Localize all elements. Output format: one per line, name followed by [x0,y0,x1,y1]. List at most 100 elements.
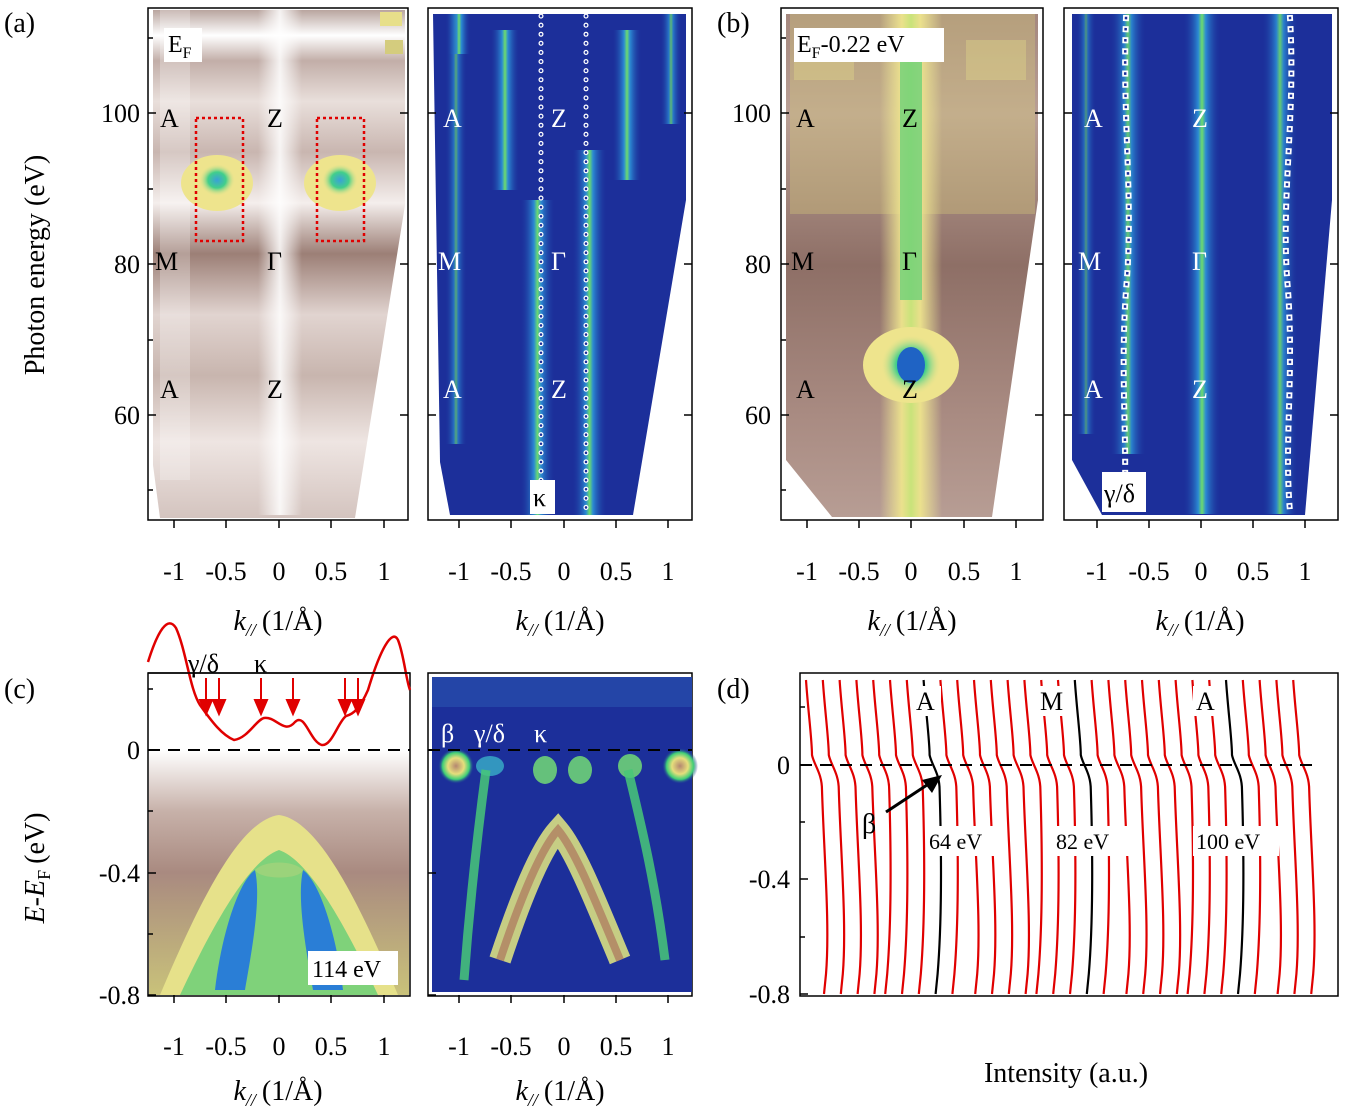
svg-text:0: 0 [905,557,918,586]
svg-text:80: 80 [745,250,771,279]
photon-energy-ticks-b: 100 80 60 [732,99,771,430]
edc-curve [989,679,1014,995]
svg-text:0.5: 0.5 [315,1032,348,1061]
panel-label-a: (a) [4,8,35,39]
k-axis-title-a-right: k//(1/Å) [515,606,604,640]
svg-text:Z: Z [551,375,567,404]
svg-text:80: 80 [114,250,140,279]
svg-text:-0.5: -0.5 [205,557,246,586]
svg-text:0: 0 [273,1032,286,1061]
svg-text:A: A [443,375,462,404]
svg-text:M: M [1078,247,1101,276]
svg-text:A: A [1084,375,1103,404]
k-ticks-a-right: -1 -0.5 0 0.5 1 [448,557,674,586]
svg-text:A: A [796,375,815,404]
panel-label-b: (b) [717,8,750,39]
svg-text:100: 100 [101,99,140,128]
guide-dots-kappa [538,13,589,515]
mdc-arrows [198,678,366,717]
svg-text:0.5: 0.5 [600,1032,633,1061]
energy-label-82ev: 82 eV [1056,829,1109,854]
photon-energy-ticks-a: 100 80 60 [101,99,140,430]
edc-curve [888,679,909,995]
k-ticks-b-right: -1 -0.5 0 0.5 1 [1086,557,1311,586]
svg-text:0: 0 [777,751,790,780]
k-axis-title-c-left: k//(1/Å) [233,1076,322,1109]
ef-022-label: EF-0.22 eV [797,32,905,62]
photon-114ev-label: 114 eV [312,957,382,983]
svg-text:Z: Z [902,375,918,404]
label-Z-top: Z [267,104,283,133]
point-label-A-100: A [1196,687,1215,716]
kappa-label: κ [533,483,546,512]
energy-axis-title: E-EF(eV) [20,813,54,925]
svg-text:-1: -1 [1086,557,1108,586]
band-label-kappa: κ [534,719,547,748]
edc-curve [1056,679,1077,995]
edc-curve [1140,679,1165,995]
edc-curve [1090,679,1111,995]
mdc-label-kappa: κ [254,649,267,678]
intensity-axis-title: Intensity (a.u.) [984,1058,1148,1089]
svg-text:-0.5: -0.5 [490,1032,531,1061]
k-axis-title-b-left: k//(1/Å) [867,606,956,640]
edc-curve [821,679,846,995]
svg-text:0.5: 0.5 [1237,557,1270,586]
edc-curve [1174,679,1195,995]
k-ticks-c-right: -1 -0.5 0 0.5 1 [448,1032,674,1061]
svg-text:1: 1 [1299,557,1312,586]
edc-curve [905,679,926,995]
edc-curve [855,679,879,995]
svg-text:0: 0 [558,557,571,586]
edc-curve [838,679,863,995]
svg-text:1: 1 [378,1032,391,1061]
edc-curve [1258,679,1283,995]
panel-d-edc-stack: A M A 64 eV 82 eV 100 eV β [799,672,1339,997]
edc-curve-highlight [922,679,943,995]
panel-label-d: (d) [717,674,750,705]
panel-c-derivative: β γ/δ κ [427,672,698,1003]
svg-text:Z: Z [1192,104,1208,133]
svg-text:Z: Z [551,104,567,133]
energy-label-64ev: 64 eV [929,829,982,854]
label-M: M [155,247,178,276]
svg-text:-0.8: -0.8 [99,981,140,1010]
point-label-M-82: M [1040,687,1063,716]
beta-arrow [922,775,942,793]
edc-curve [872,679,892,995]
svg-text:0: 0 [273,557,286,586]
k-axis-title-b-right: k//(1/Å) [1155,606,1244,640]
edc-curves [804,679,1316,995]
svg-text:0.5: 0.5 [948,557,981,586]
svg-text:Γ: Γ [1192,247,1207,276]
svg-text:A: A [1084,104,1103,133]
svg-text:-1: -1 [163,1032,185,1061]
svg-text:Z: Z [902,104,918,133]
edc-curve [1023,679,1043,995]
svg-text:-0.4: -0.4 [749,865,790,894]
edc-curve [1208,679,1228,995]
svg-text:0.5: 0.5 [600,557,633,586]
edc-curve [804,679,829,995]
svg-text:-0.5: -0.5 [838,557,879,586]
svg-text:-0.5: -0.5 [205,1032,246,1061]
mdc-curve [146,622,412,747]
svg-text:A: A [443,104,462,133]
panel-a-derivative-map: A Z M Γ A Z κ [427,7,693,528]
edc-curve [1241,679,1262,995]
gamma-delta-label: γ/δ [1103,479,1135,508]
k-ticks-a-left: -1 -0.5 0 0.5 1 [163,557,390,586]
svg-text:0: 0 [127,736,140,765]
k-axis-title-c-right: k//(1/Å) [515,1076,604,1109]
edc-curve [1006,679,1031,995]
edc-curve [972,679,997,995]
edc-curve [1191,679,1211,995]
k-ticks-b-left: -1 -0.5 0 0.5 1 [796,557,1022,586]
svg-text:60: 60 [745,401,771,430]
svg-text:-1: -1 [796,557,818,586]
k-axis-title-a-left: k//(1/Å) [233,606,322,640]
svg-text:-0.5: -0.5 [1128,557,1169,586]
panel-b-derivative-map: A Z M Γ A Z γ/δ [1063,7,1339,528]
red-box-left [194,116,245,243]
ef-label: EF [168,32,192,62]
